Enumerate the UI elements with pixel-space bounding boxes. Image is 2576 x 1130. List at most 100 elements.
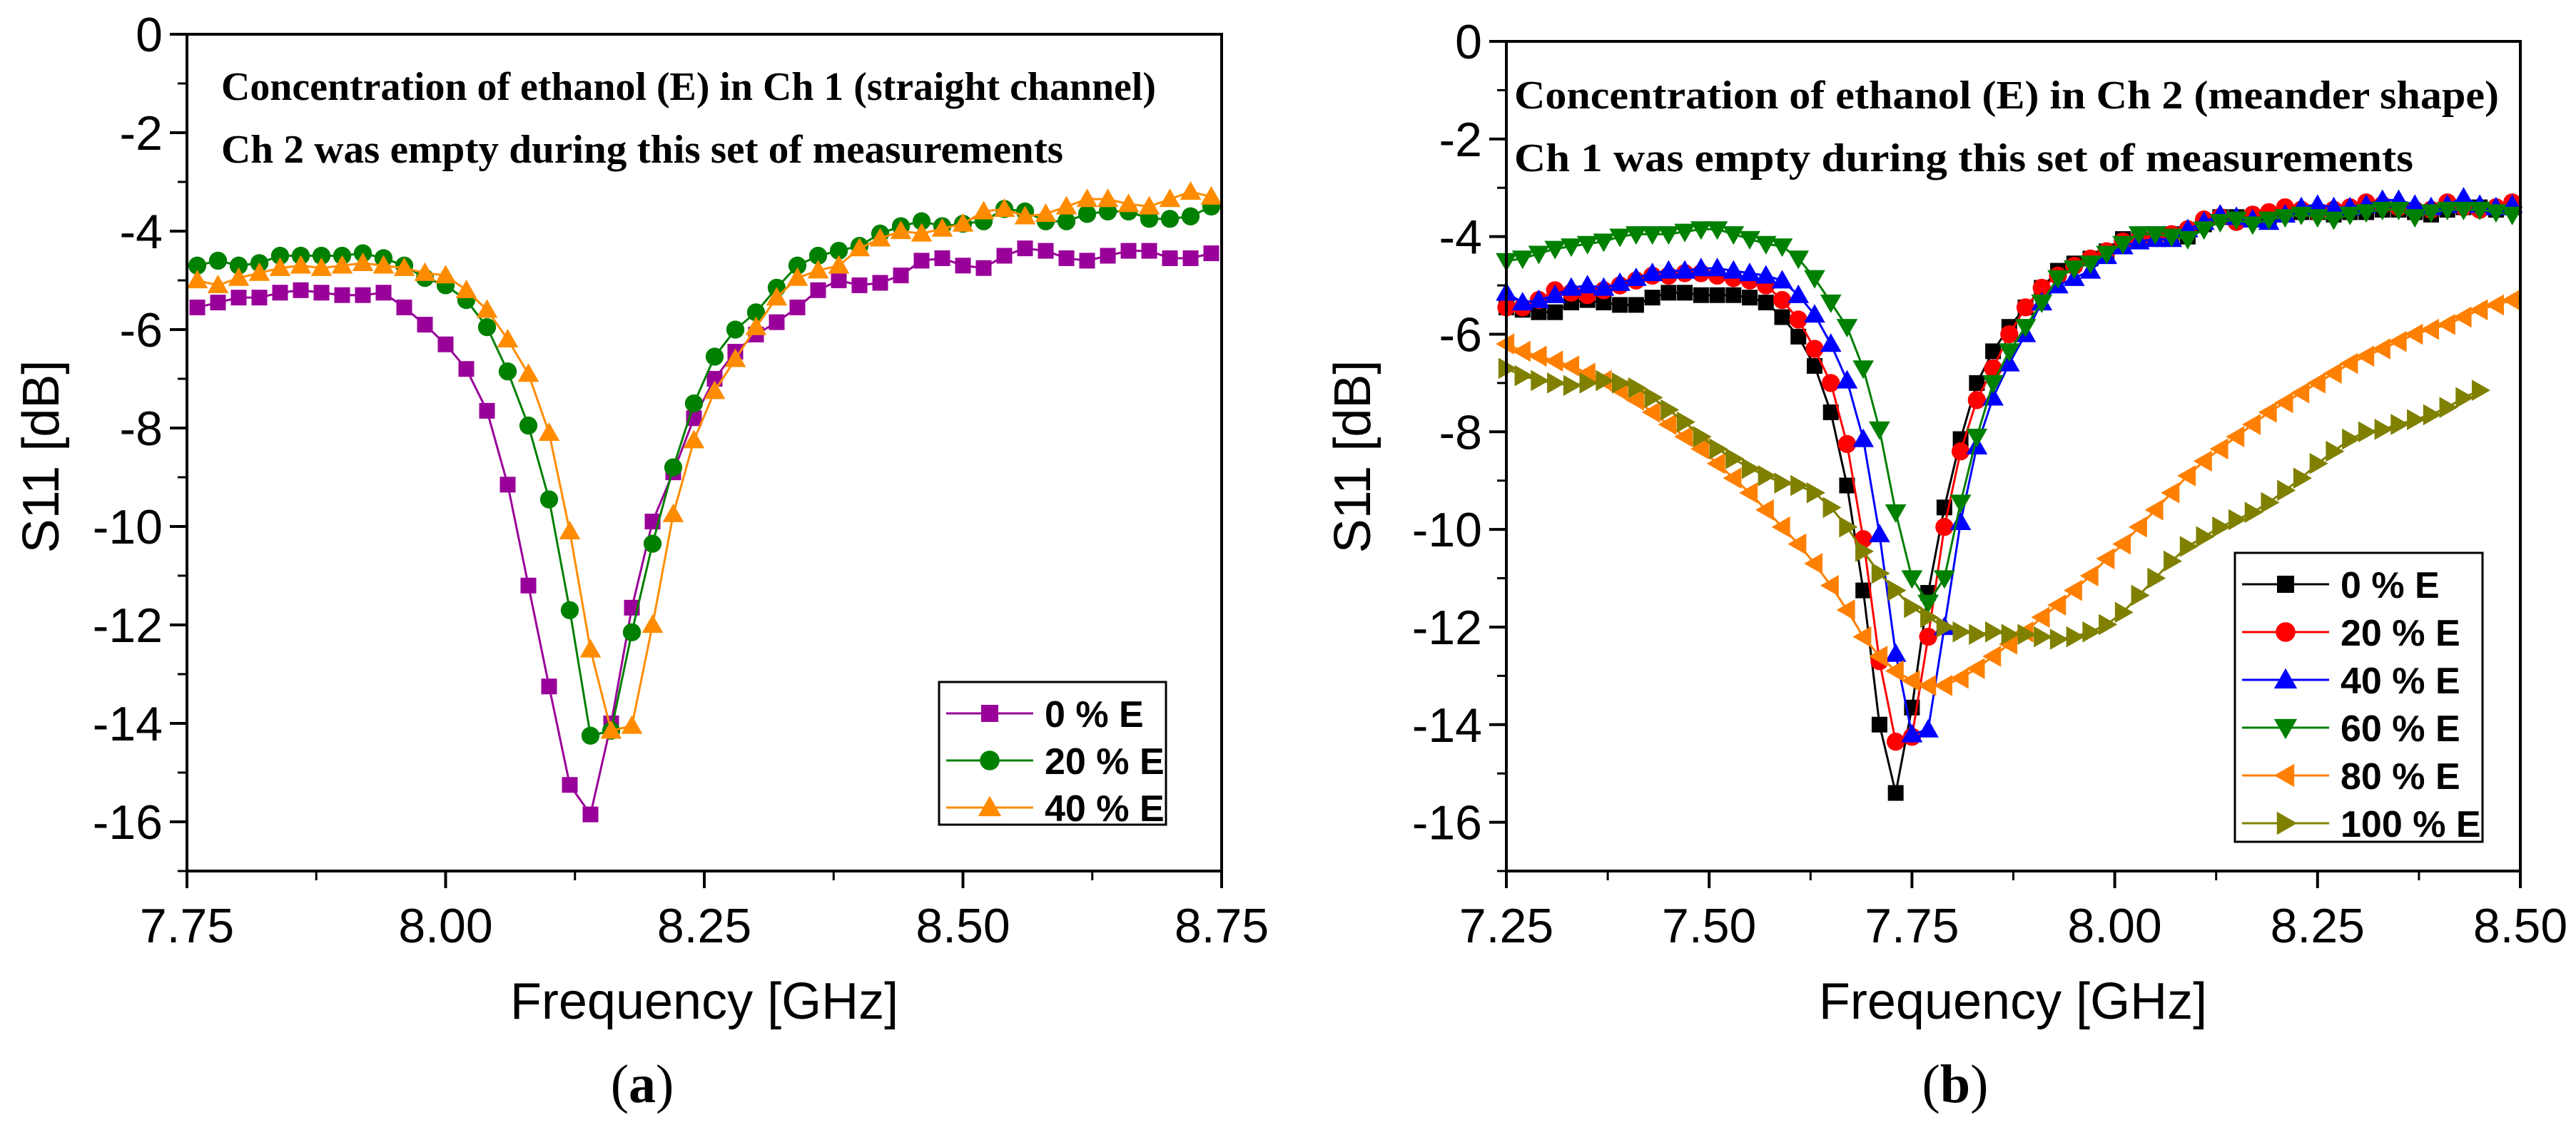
data-point (1531, 370, 1550, 392)
data-point (1596, 370, 1615, 392)
data-point (1528, 345, 1547, 367)
data-point (2453, 187, 2475, 206)
data-point (269, 257, 291, 276)
legend-marker (978, 795, 1002, 817)
legend-label: 40 % E (2341, 661, 2460, 702)
data-point (2374, 419, 2393, 440)
data-point (2164, 550, 2183, 572)
data-point (270, 246, 290, 265)
data-point (1852, 428, 1875, 447)
data-point (582, 806, 599, 823)
data-point (726, 320, 745, 339)
data-point (189, 299, 206, 315)
legend-label: 40 % E (1045, 788, 1165, 830)
data-point (2420, 204, 2442, 223)
data-point (251, 290, 268, 306)
legend-box (938, 681, 1167, 826)
data-point (2099, 614, 2118, 636)
data-point (769, 314, 785, 330)
data-point (1966, 658, 1985, 679)
data-point (2063, 579, 2082, 601)
y-axis-title: S11 [dB] (13, 360, 70, 554)
data-point (600, 720, 622, 739)
legend-item: 60 % E (2242, 708, 2460, 750)
data-point (2212, 516, 2231, 538)
data-point (210, 295, 226, 311)
data-point (2066, 626, 2085, 648)
data-point (248, 262, 270, 281)
data-point (2047, 594, 2067, 616)
data-point (1528, 245, 1550, 265)
data-point (1951, 442, 1970, 461)
data-point (1804, 553, 1823, 574)
data-point (2001, 623, 2020, 646)
data-point (1677, 285, 1693, 301)
data-point (1203, 245, 1219, 262)
data-point (2485, 204, 2507, 223)
data-point (498, 362, 517, 381)
data-point (541, 678, 557, 695)
panel-label: (a) (611, 1054, 674, 1114)
data-point (1097, 188, 1119, 208)
data-point (1887, 785, 1904, 801)
data-point (1563, 375, 1582, 397)
data-point (2455, 387, 2475, 409)
data-point (1982, 375, 2004, 394)
data-point (417, 317, 433, 333)
data-point (2031, 294, 2053, 313)
data-point (1739, 230, 1760, 250)
data-point (2356, 345, 2375, 367)
data-point (312, 246, 331, 265)
data-point (1725, 448, 1745, 469)
data-point (2420, 318, 2440, 340)
data-point (1079, 253, 1095, 269)
data-point (993, 198, 1015, 218)
y-tick-label: -16 (93, 795, 163, 850)
data-point (1547, 304, 1563, 320)
data-point (2228, 509, 2247, 531)
data-point (1820, 333, 1842, 352)
data-point (228, 267, 250, 286)
data-point (579, 638, 602, 658)
x-tick-label: 7.75 (1865, 899, 1959, 953)
data-point (2096, 548, 2115, 570)
data-point (1544, 350, 1563, 372)
data-point (2112, 235, 2134, 255)
legend-label: 100 % E (2341, 804, 2481, 845)
data-point (1511, 250, 1533, 270)
panel-b-chart: Concentration of ethanol (E) in Ch 2 (me… (1324, 15, 2567, 1114)
y-tick-label: -10 (93, 500, 163, 554)
data-point (2371, 201, 2393, 220)
data-point (1820, 574, 1839, 596)
data-point (1593, 233, 1615, 253)
data-point (1887, 733, 1905, 751)
data-point (272, 285, 288, 301)
legend-item: 40 % E (946, 788, 1165, 830)
y-tick-label: -4 (120, 205, 163, 259)
y-tick-label: -8 (120, 402, 163, 456)
data-point (1561, 238, 1582, 258)
series-40-e (186, 180, 1222, 739)
data-point (1200, 185, 1222, 205)
data-point (2469, 201, 2491, 220)
data-point (1774, 472, 1793, 494)
data-point (2242, 216, 2263, 235)
data-point (1160, 210, 1180, 228)
data-point (1836, 599, 1855, 621)
data-point (642, 614, 664, 633)
data-point (1739, 263, 1760, 282)
legend-marker (2273, 763, 2295, 788)
data-point (1725, 287, 1742, 303)
data-point (538, 422, 560, 442)
data-point (934, 250, 950, 266)
data-point (1837, 434, 1857, 454)
data-point (2306, 372, 2326, 394)
data-point (2291, 206, 2312, 225)
legend-label: 0 % E (2341, 565, 2440, 606)
panel-a-chart: Concentration of ethanol (E) in Ch 1 (st… (13, 8, 1269, 1114)
data-point (1576, 235, 1598, 255)
y-axis-title: S11 [dB] (1324, 360, 1381, 554)
data-point (2082, 621, 2101, 643)
legend-marker (980, 750, 1000, 770)
data-point (851, 277, 868, 293)
